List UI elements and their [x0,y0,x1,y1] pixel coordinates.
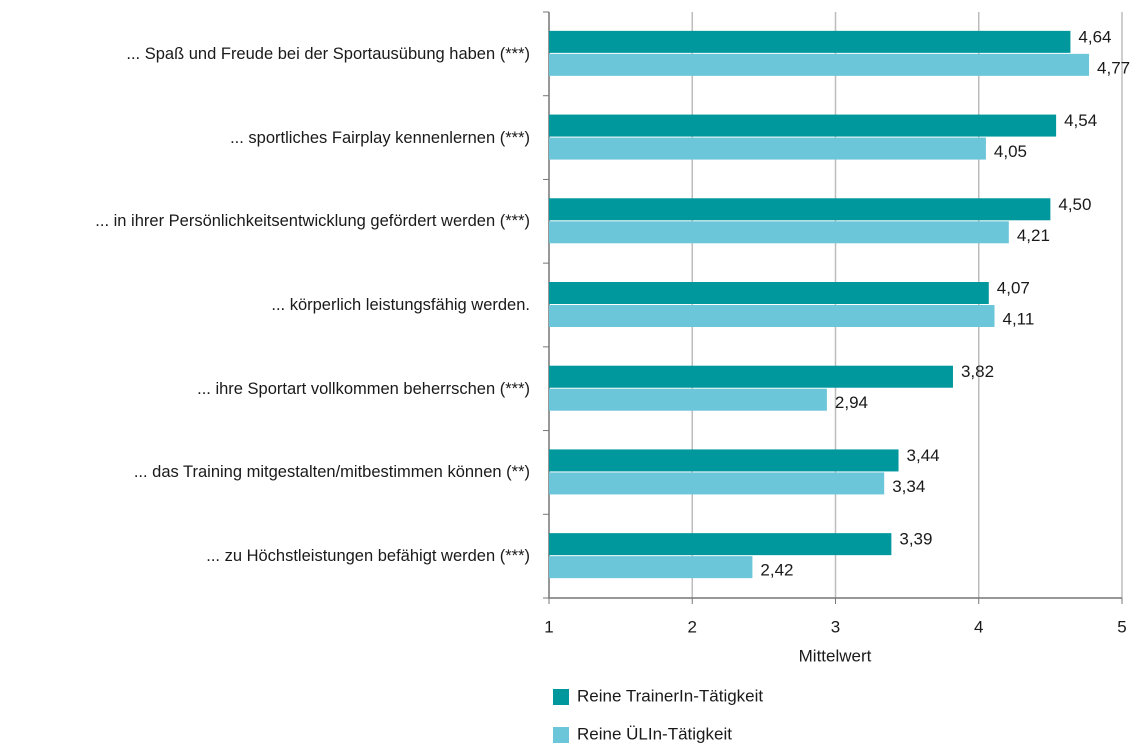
bar [549,449,899,472]
value-label: 4,64 [1078,27,1111,46]
x-tick-label: 2 [688,617,697,636]
bar [549,472,885,495]
bar [549,30,1071,53]
bar [549,198,1051,221]
bar [549,221,1009,244]
x-tick-label: 4 [974,617,983,636]
y-tick-label: ... Spaß und Freude bei der Sportausübun… [126,44,530,63]
bar [549,305,995,327]
y-tick-label: ... sportliches Fairplay kennenlernen (*… [230,128,530,147]
x-tick-label: 5 [1117,617,1126,636]
value-label: 4,21 [1017,226,1050,245]
y-tick-label: ... in ihrer Persönlichkeitsentwicklung … [95,212,530,231]
bar [549,282,989,304]
value-label: 4,77 [1097,58,1130,77]
legend-swatch [553,689,569,705]
bar [549,137,986,160]
value-label: 2,94 [835,393,868,412]
value-label: 4,50 [1058,195,1091,214]
value-label: 3,82 [961,362,994,381]
value-label: 2,42 [760,561,793,580]
legend-swatch [553,727,569,743]
bar [549,114,1057,137]
value-label: 3,39 [899,530,932,549]
y-tick-label: ... ihre Sportart vollkommen beherrschen… [197,379,530,398]
bar [549,53,1090,76]
bar [549,388,827,411]
y-tick-label: ... körperlich leistungsfähig werden. [271,296,530,314]
value-label: 3,44 [907,446,940,465]
legend-label: Reine ÜLIn-Tätigkeit [577,724,732,743]
value-label: 4,54 [1064,111,1097,130]
y-tick-label: ... das Training mitgestalten/mitbestimm… [133,463,530,482]
bar [549,533,892,556]
bar [549,365,953,388]
x-axis-label: Mittelwert [799,646,872,665]
x-tick-label: 3 [831,617,840,636]
value-label: 4,05 [994,142,1027,161]
y-tick-label: ... zu Höchstleistungen befähigt werden … [206,547,530,566]
bar [549,556,753,579]
x-tick-label: 1 [544,617,553,636]
legend-label: Reine TrainerIn-Tätigkeit [577,686,763,705]
value-label: 3,34 [892,477,925,496]
value-label: 4,11 [1003,309,1035,328]
value-label: 4,07 [997,278,1030,297]
